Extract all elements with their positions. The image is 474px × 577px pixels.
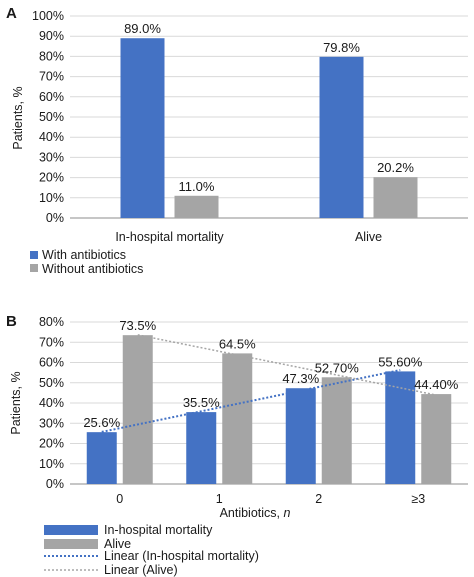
data-label-without-antibiotics-0: 11.0%	[179, 179, 215, 194]
y-tick-label: 60%	[39, 90, 64, 104]
panel-letter-a: A	[6, 5, 17, 22]
y-tick-label: 60%	[39, 356, 64, 370]
legend-swatch-with-antibiotics	[30, 251, 38, 259]
x-axis-title-b: Antibiotics, n	[220, 506, 291, 520]
bars-b	[86, 335, 452, 484]
y-tick-label: 10%	[39, 457, 64, 471]
y-tick-label: 50%	[39, 110, 64, 124]
trendline-linear-alive	[137, 334, 437, 396]
y-tick-label: 10%	[39, 191, 64, 205]
y-tick-labels-b: 0% 10% 20% 30% 40% 50% 60% 70% 80%	[39, 315, 64, 491]
data-label-in-hospital-mortality-0: 25.6%	[83, 415, 120, 430]
bar-with-antibiotics-1	[319, 56, 364, 218]
x-axis-title-main: Antibiotics,	[220, 506, 284, 520]
y-tick-label: 90%	[39, 29, 64, 43]
data-label-with-antibiotics-1: 79.8%	[323, 40, 360, 55]
chart-panel-a: A Patients, % 0% 10% 20% 30% 40% 50% 60% 70% 80%…	[6, 5, 468, 276]
legend-label-linear-mortality: Linear (In-hospital mortality)	[104, 549, 259, 563]
y-tick-label: 40%	[39, 396, 64, 410]
bar-in-hospital-mortality-2	[285, 388, 316, 484]
data-label-alive-2: 52.70%	[315, 360, 360, 375]
y-tick-label: 70%	[39, 70, 64, 84]
chart-panel-b: B Patients, % 0% 10% 20% 30% 40% 50% 60% 70% 80%…	[6, 313, 468, 577]
data-label-with-antibiotics-0: 89.0%	[124, 21, 161, 36]
legend-a: With antibiotics Without antibiotics	[30, 248, 143, 276]
data-labels-b: 25.6% 35.5% 47.3% 55.60% 73.5% 64.5% 52.70% 44.…	[83, 318, 458, 430]
bar-alive-0	[122, 335, 153, 484]
trendlines-b	[101, 334, 437, 433]
category-label: In-hospital mortality	[115, 230, 224, 244]
y-tick-label: 30%	[39, 150, 64, 164]
trendline-linear-in-hospital-mortality	[101, 369, 401, 433]
legend-label-linear-alive: Linear (Alive)	[104, 563, 178, 577]
bar-alive-2	[321, 377, 352, 484]
data-label-alive-0: 73.5%	[119, 318, 156, 333]
category-label: Alive	[355, 230, 382, 244]
y-tick-label: 30%	[39, 416, 64, 430]
y-axis-title-a: Patients, %	[11, 86, 25, 149]
legend-label-in-hospital-mortality: In-hospital mortality	[104, 523, 213, 537]
y-tick-label: 40%	[39, 130, 64, 144]
data-label-without-antibiotics-1: 20.2%	[377, 160, 414, 175]
bar-in-hospital-mortality-1	[186, 412, 217, 484]
y-tick-label: 80%	[39, 315, 64, 329]
legend-swatch-in-hospital-mortality	[44, 525, 98, 535]
legend-swatch-without-antibiotics	[30, 264, 38, 272]
x-axis-title-variable: n	[283, 506, 290, 520]
bar-alive-3	[421, 394, 452, 484]
bar-in-hospital-mortality-3	[385, 371, 416, 484]
data-label-in-hospital-mortality-2: 47.3%	[282, 371, 319, 386]
bar-without-antibiotics-0	[174, 195, 219, 218]
category-label: 2	[315, 492, 322, 506]
data-label-in-hospital-mortality-1: 35.5%	[183, 395, 220, 410]
y-tick-label: 70%	[39, 335, 64, 349]
bar-with-antibiotics-0	[120, 38, 165, 218]
category-label: 0	[116, 492, 123, 506]
data-label-in-hospital-mortality-3: 55.60%	[378, 354, 423, 369]
data-label-alive-1: 64.5%	[219, 336, 256, 351]
legend-label-without-antibiotics: Without antibiotics	[42, 262, 143, 276]
y-tick-label: 80%	[39, 49, 64, 63]
data-label-alive-3: 44.40%	[414, 377, 459, 392]
category-labels-a: In-hospital mortality Alive	[115, 230, 382, 244]
bar-in-hospital-mortality-0	[86, 432, 117, 484]
bar-alive-1	[222, 353, 253, 484]
legend-label-with-antibiotics: With antibiotics	[42, 248, 126, 262]
y-tick-label: 100%	[32, 9, 64, 23]
category-label: ≥3	[411, 492, 425, 506]
y-tick-label: 20%	[39, 437, 64, 451]
category-labels-b: 0 1 2 ≥3	[116, 492, 425, 506]
panel-letter-b: B	[6, 313, 17, 330]
bars-a	[120, 38, 418, 218]
data-labels-a: 89.0% 79.8% 11.0% 20.2%	[124, 21, 414, 194]
legend-swatch-alive	[44, 539, 98, 549]
legend-label-alive: Alive	[104, 537, 131, 551]
y-tick-label: 20%	[39, 171, 64, 185]
y-tick-label: 0%	[46, 477, 64, 491]
y-tick-label: 50%	[39, 376, 64, 390]
y-tick-labels-a: 0% 10% 20% 30% 40% 50% 60% 70% 80% 90% 100%	[32, 9, 64, 225]
legend-b: In-hospital mortality Alive Linear (In-h…	[44, 523, 259, 577]
category-label: 1	[216, 492, 223, 506]
bar-without-antibiotics-1	[373, 177, 418, 218]
y-tick-label: 0%	[46, 211, 64, 225]
y-axis-title-b: Patients, %	[9, 371, 23, 434]
